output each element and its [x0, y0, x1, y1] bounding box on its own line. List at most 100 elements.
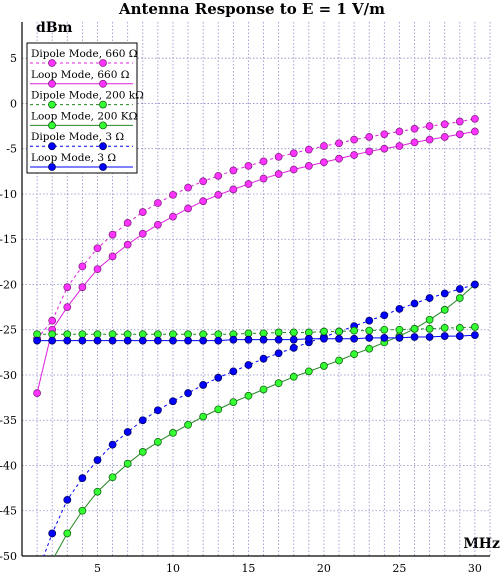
x-axis-label: MHz [463, 536, 500, 552]
data-point [108, 252, 117, 261]
series-5 [43, 280, 479, 556]
tick-labels: 5 10 15 20 25 30-50-45-40-35-30-25-20-15-10-5… [0, 52, 482, 575]
data-point [365, 133, 374, 141]
data-point [350, 135, 359, 144]
data-point [199, 177, 208, 186]
data-point [244, 361, 253, 369]
legend-label: Loop Mode, 200 KΩ [31, 110, 138, 122]
y-tick-label: -30 [0, 369, 17, 382]
series-layer [33, 114, 479, 556]
data-point [199, 381, 208, 389]
legend-marker [48, 121, 56, 130]
data-point [214, 336, 223, 345]
data-point [274, 152, 283, 161]
data-point [63, 303, 72, 312]
data-point [274, 328, 283, 337]
data-point [425, 294, 434, 302]
legend-marker [99, 163, 107, 171]
data-point [320, 334, 328, 343]
y-tick-label: -25 [0, 324, 17, 337]
data-point [153, 336, 162, 345]
data-point [304, 162, 313, 170]
x-tick-label: 25 [392, 562, 406, 575]
data-point [471, 114, 479, 123]
x-tick-label: 5 [94, 562, 101, 575]
y-tick-label: -5 [6, 143, 17, 156]
legend-label: Loop Mode, 3 Ω [31, 152, 116, 164]
data-point [274, 379, 283, 388]
data-point [244, 391, 253, 400]
data-point [455, 324, 464, 332]
series-line [43, 283, 476, 556]
data-point [199, 412, 208, 421]
data-point [244, 180, 253, 188]
data-point [365, 333, 374, 342]
series-1 [33, 114, 479, 343]
data-point [410, 299, 419, 308]
axes [21, 22, 490, 557]
legend: Dipole Mode, 660 Ω Loop Mode, 660 Ω Dipole… [26, 42, 144, 174]
data-point [395, 333, 404, 342]
data-point [410, 324, 419, 333]
data-point [440, 120, 449, 129]
y-tick-label: -50 [0, 550, 17, 563]
data-point [259, 385, 268, 394]
data-point [471, 127, 479, 136]
data-point [229, 367, 238, 376]
data-point [93, 456, 102, 464]
data-point [184, 389, 192, 397]
data-point [184, 183, 192, 192]
data-point [108, 230, 117, 239]
y-tick-label: -20 [0, 278, 17, 291]
data-point [425, 315, 434, 324]
data-point [380, 144, 389, 153]
data-point [63, 336, 72, 345]
data-point [320, 362, 328, 370]
data-point [229, 166, 238, 175]
y-tick-label: -35 [0, 414, 17, 427]
data-point [259, 335, 268, 344]
data-point [365, 316, 374, 325]
data-point [455, 285, 464, 293]
data-point [214, 171, 223, 180]
series-2 [33, 127, 479, 397]
data-point [304, 145, 313, 154]
series-line [54, 284, 476, 556]
data-point [289, 165, 298, 174]
y-tick-label: -10 [0, 188, 17, 201]
series-4 [54, 280, 479, 556]
data-point [184, 204, 192, 213]
x-tick-label: 20 [317, 562, 331, 575]
data-point [123, 336, 132, 345]
data-point [48, 316, 57, 325]
data-point [320, 142, 328, 150]
data-point [395, 325, 404, 334]
data-point [335, 139, 343, 148]
data-point [425, 324, 434, 333]
data-point [169, 429, 177, 437]
data-point [93, 265, 102, 273]
data-point [289, 328, 298, 337]
data-point [169, 336, 177, 345]
data-point [471, 331, 479, 340]
legend-marker [99, 100, 107, 109]
data-point [214, 190, 223, 199]
legend-marker [99, 79, 107, 88]
data-point [380, 130, 389, 139]
data-point [138, 229, 147, 238]
data-point [365, 326, 374, 335]
data-point [440, 305, 449, 314]
data-point [410, 124, 419, 133]
data-point [169, 212, 177, 221]
data-point [410, 333, 419, 341]
data-point [380, 325, 389, 334]
y-tick-label: -45 [0, 505, 17, 518]
data-point [229, 335, 238, 344]
data-point [108, 440, 117, 449]
data-point [153, 406, 162, 415]
data-point [138, 336, 147, 345]
data-point [93, 244, 102, 253]
data-point [455, 117, 464, 126]
data-point [440, 332, 449, 340]
